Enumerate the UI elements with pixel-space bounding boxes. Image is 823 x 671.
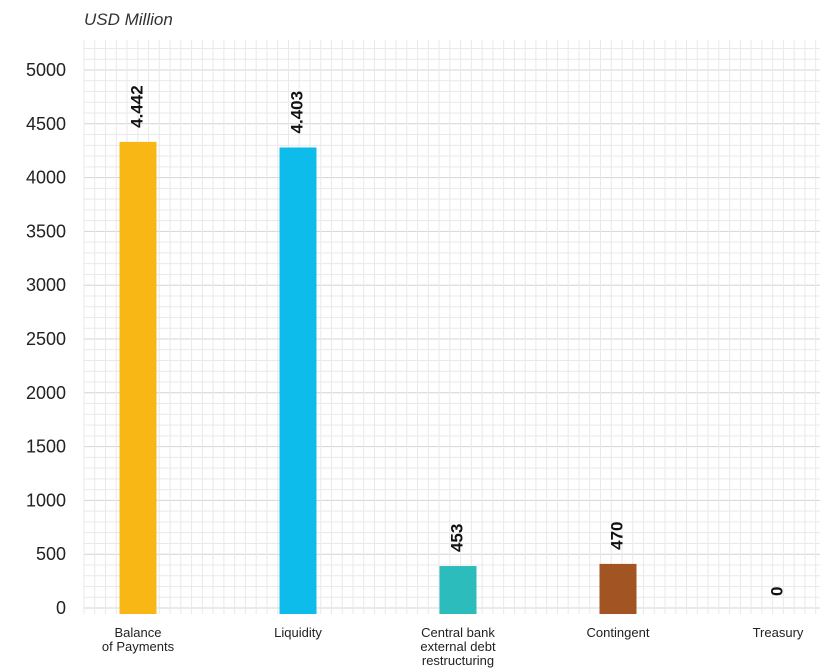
y-axis-ticks: 0 500 1000 1500 2000 2500 3000 3500 4000 4500 5000 [26, 60, 66, 618]
y-tick-label: 3500 [26, 221, 66, 241]
bars [119, 141, 637, 615]
bar [119, 141, 157, 614]
data-label: 453 [447, 524, 466, 552]
x-tick-label: restructuring [422, 653, 494, 668]
y-tick-label: 1500 [26, 437, 66, 457]
bar [279, 147, 317, 615]
y-tick-label: 1000 [26, 490, 66, 510]
data-label: 0 [767, 587, 786, 596]
x-tick-label: external debt [420, 639, 496, 654]
y-tick-label: 5000 [26, 60, 66, 80]
data-label: 470 [607, 522, 626, 550]
y-tick-label: 2500 [26, 329, 66, 349]
x-tick-label: Balance [115, 625, 162, 640]
y-tick-label: 2000 [26, 383, 66, 403]
y-tick-label: 500 [36, 544, 66, 564]
unit-label: USD Million [84, 10, 173, 29]
y-tick-label: 4000 [26, 168, 66, 188]
bar [599, 563, 637, 614]
x-tick-label: Liquidity [274, 625, 322, 640]
y-tick-label: 0 [56, 598, 66, 618]
x-tick-label: Contingent [587, 625, 650, 640]
bar [439, 566, 477, 614]
data-label: 4.442 [127, 85, 146, 128]
x-tick-label: of Payments [102, 639, 175, 654]
x-tick-label: Central bank [421, 625, 495, 640]
y-tick-label: 4500 [26, 114, 66, 134]
data-labels: 4.442 4.403 453 470 0 [127, 85, 786, 596]
x-tick-label: Treasury [753, 625, 804, 640]
data-label: 4.403 [287, 91, 306, 134]
y-tick-label: 3000 [26, 275, 66, 295]
